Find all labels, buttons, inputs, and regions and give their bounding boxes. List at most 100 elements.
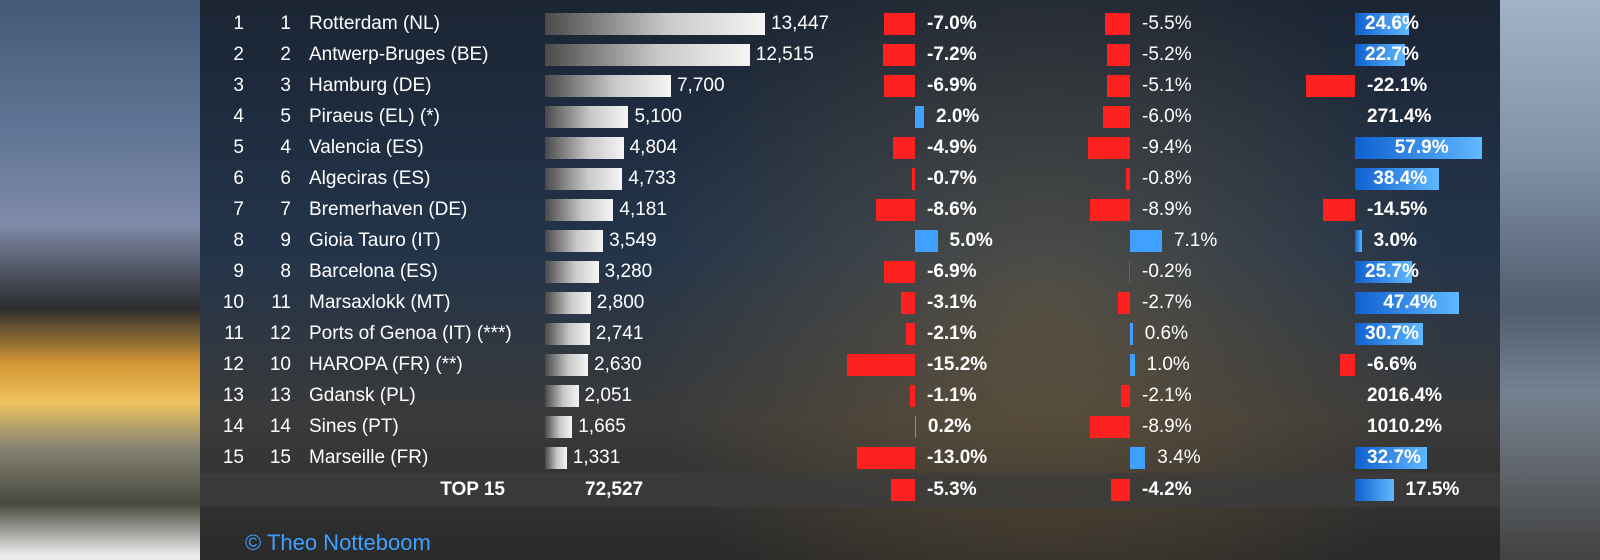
port-name: Bremerhaven (DE) <box>305 199 545 221</box>
change-bar <box>1130 230 1162 252</box>
port-name: Marseille (FR) <box>305 447 545 469</box>
rank-2023: 1 <box>200 13 250 35</box>
change-value: -22.1% <box>1361 75 1427 97</box>
teu-value: 4,181 <box>619 199 679 221</box>
change-value: 30.7% <box>1359 323 1419 345</box>
change-value: -6.9% <box>921 75 977 97</box>
change-bar <box>1107 44 1130 66</box>
rank-2023: 4 <box>200 106 250 128</box>
change-value: -2.7% <box>1136 292 1192 314</box>
port-name: Marsaxlokk (MT) <box>305 292 545 314</box>
change-value: -0.2% <box>1136 261 1192 283</box>
change-bar <box>906 323 915 345</box>
photo-strip-left <box>0 0 200 560</box>
teu-cell: 3,549 <box>545 230 835 252</box>
change-value: 17.5% <box>1400 479 1460 501</box>
table-row: 1210HAROPA (FR) (**)2,630-15.2%1.0%-6.6% <box>200 349 1500 380</box>
rank-2022: 11 <box>250 292 305 314</box>
change-bar <box>910 385 915 407</box>
change-value: 2016.4% <box>1361 385 1442 407</box>
change-value: -8.6% <box>921 199 977 221</box>
change-value: -5.3% <box>921 479 977 501</box>
teu-bar <box>545 13 765 35</box>
change-value: 5.0% <box>944 230 993 252</box>
change-value: -2.1% <box>921 323 977 345</box>
change-value: 271.4% <box>1361 106 1431 128</box>
change-value: -8.9% <box>1136 199 1192 221</box>
teu-bar <box>545 292 591 314</box>
change-value: -2.1% <box>1136 385 1192 407</box>
teu-value: 2,051 <box>585 385 645 407</box>
port-name: Gdansk (PL) <box>305 385 545 407</box>
table-row: 1414Sines (PT)1,6650.2%-8.9%1010.2% <box>200 411 1500 442</box>
change-bar <box>1340 354 1355 376</box>
rank-2022: 9 <box>250 230 305 252</box>
change-value: -6.0% <box>1136 106 1192 128</box>
change-bar <box>1121 385 1130 407</box>
change-value: -3.1% <box>921 292 977 314</box>
change-value: -5.1% <box>1136 75 1192 97</box>
port-name: Sines (PT) <box>305 416 545 438</box>
change-value: -6.6% <box>1361 354 1417 376</box>
copyright-text: © Theo Notteboom <box>245 530 431 556</box>
change-value: 0.2% <box>922 416 971 438</box>
change-value: -0.8% <box>1136 168 1192 190</box>
change-bar <box>876 199 915 221</box>
change-value: 0.6% <box>1139 323 1188 345</box>
port-name: Algeciras (ES) <box>305 168 545 190</box>
port-name: Antwerp-Bruges (BE) <box>305 44 545 66</box>
teu-value: 2,800 <box>597 292 657 314</box>
change-value: -15.2% <box>921 354 987 376</box>
total-teu: 72,527 <box>545 479 835 501</box>
rank-2022: 13 <box>250 385 305 407</box>
rank-2023: 13 <box>200 385 250 407</box>
change-bar <box>1090 199 1130 221</box>
table-row: 54Valencia (ES)4,804-4.9%-9.4%57.9% <box>200 132 1500 163</box>
rank-2023: 15 <box>200 447 250 469</box>
rank-2023: 14 <box>200 416 250 438</box>
table-row: 98Barcelona (ES)3,280-6.9%-0.2%25.7% <box>200 256 1500 287</box>
rank-2022: 2 <box>250 44 305 66</box>
rank-2022: 5 <box>250 106 305 128</box>
change-bar <box>1129 261 1130 283</box>
rank-2022: 7 <box>250 199 305 221</box>
teu-bar <box>545 323 590 345</box>
change-value: -1.1% <box>921 385 977 407</box>
rank-2023: 11 <box>200 323 250 345</box>
change-value: 32.7% <box>1359 447 1423 469</box>
change-value: -7.0% <box>921 13 977 35</box>
rank-2022: 10 <box>250 354 305 376</box>
change-bar <box>1105 13 1130 35</box>
rank-2023: 8 <box>200 230 250 252</box>
teu-value: 12,515 <box>756 44 816 66</box>
change-value: -4.2% <box>1136 479 1192 501</box>
teu-value: 1,665 <box>578 416 638 438</box>
change-bar <box>884 75 915 97</box>
rank-2023: 10 <box>200 292 250 314</box>
change-bar <box>893 137 915 159</box>
table-row: 22Antwerp-Bruges (BE)12,515-7.2%-5.2%22.… <box>200 39 1500 70</box>
teu-bar <box>545 75 671 97</box>
change-value: -0.7% <box>921 168 977 190</box>
teu-bar <box>545 447 567 469</box>
table-row: 1112Ports of Genoa (IT) (***)2,741-2.1%0… <box>200 318 1500 349</box>
change-bar <box>847 354 915 376</box>
teu-cell: 7,700 <box>545 75 835 97</box>
teu-bar <box>545 354 588 376</box>
teu-cell: 2,630 <box>545 354 835 376</box>
data-panel: 11Rotterdam (NL)13,447-7.0%-5.5%24.6%22A… <box>200 0 1500 560</box>
change-bar <box>857 447 916 469</box>
teu-cell: 5,100 <box>545 106 835 128</box>
change-bar <box>1118 292 1130 314</box>
table-row: 1313Gdansk (PL)2,051-1.1%-2.1%2016.4% <box>200 380 1500 411</box>
teu-value: 2,741 <box>596 323 656 345</box>
table-row: 77Bremerhaven (DE)4,181-8.6%-8.9%-14.5% <box>200 194 1500 225</box>
rank-2022: 14 <box>250 416 305 438</box>
change-value: 3.4% <box>1151 447 1200 469</box>
change-value: 47.4% <box>1359 292 1455 314</box>
change-bar <box>1130 323 1133 345</box>
teu-cell: 4,733 <box>545 168 835 190</box>
port-name: Gioia Tauro (IT) <box>305 230 545 252</box>
change-value: -14.5% <box>1361 199 1427 221</box>
table-row: 33Hamburg (DE)7,700-6.9%-5.1%-22.1% <box>200 70 1500 101</box>
